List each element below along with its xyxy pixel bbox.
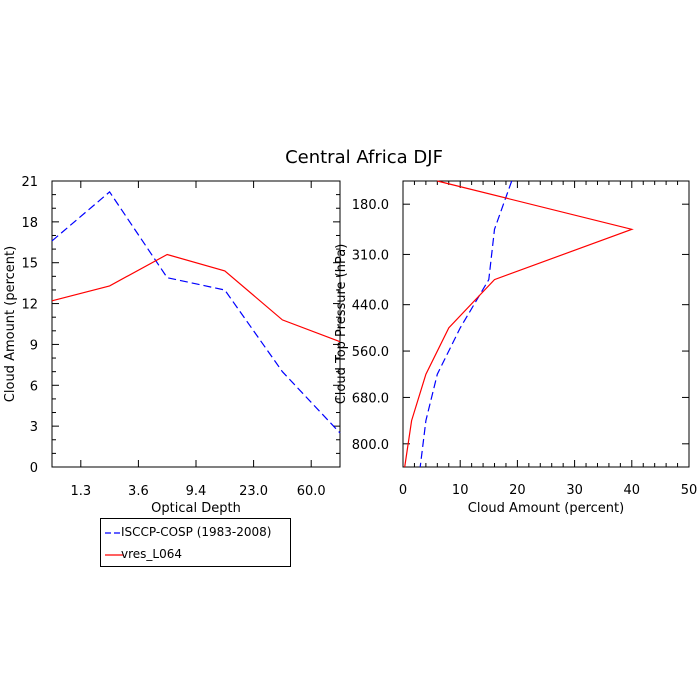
right-x-tick-label: 40 [624,483,641,498]
left-y-tick-label: 3 [30,420,38,435]
chart-title: Central Africa DJF [285,147,443,168]
right-y-tick-label: 180.0 [352,198,389,213]
left-plot-frame [51,180,341,468]
left-x-tick-label: 60.0 [297,484,326,499]
legend-label-model: vres_L064 [121,547,182,561]
left-x-tick-label: 1.3 [70,484,91,499]
right-series-line-solid [404,180,634,468]
left-series-line-dashed [51,191,341,434]
left-y-tick-label: 6 [30,379,38,394]
right-series-line-dashed [419,180,513,468]
left-panel-optical-depth: 0 3 6 9 12 15 18 21 1.3 3.6 9.4 23.0 60.0 Optical Dep… [3,175,341,516]
right-y-tick-label: 310.0 [352,248,389,263]
left-y-tick-label: 18 [21,216,38,231]
legend-line-solid [105,554,123,556]
left-y-tick-label: 12 [21,298,38,313]
left-y-tick-label: 21 [21,175,38,190]
left-y-tick-label: 9 [30,338,38,353]
right-x-axis-label: Cloud Amount (percent) [468,501,624,516]
right-x-tick-label: 0 [399,483,407,498]
right-y-tick-label: 440.0 [352,299,389,314]
left-x-tick-label: 3.6 [128,484,149,499]
right-panel-cloud-top-pressure: 0 10 20 30 40 50 180.0 310.0 440.0 560.0 680.0 800.… [334,180,698,516]
right-x-tick-label: 10 [452,483,469,498]
left-x-axis-label: Optical Depth [151,501,241,516]
legend-line-dashed [105,532,123,534]
right-x-tick-label: 20 [509,483,526,498]
right-plot-frame [402,180,690,468]
left-x-tick-label: 23.0 [239,484,268,499]
legend-item-model: vres_L064 [101,545,290,565]
left-x-tick-label: 9.4 [186,484,207,499]
legend-item-obs: ISCCP-COSP (1983-2008) [101,523,290,543]
right-x-tick-label: 50 [681,483,698,498]
left-y-tick-label: 15 [21,257,38,272]
left-series-line-solid [51,253,341,343]
left-y-axis-label: Cloud Amount (percent) [3,246,18,402]
right-y-axis-label: Cloud Top Pressure (hPa) [334,244,349,405]
right-y-tick-label: 680.0 [352,391,389,406]
right-x-tick-label: 30 [566,483,583,498]
left-y-tick-label: 0 [30,461,38,476]
right-y-tick-label: 560.0 [352,345,389,360]
legend: ISCCP-COSP (1983-2008) vres_L064 [100,518,291,567]
right-y-tick-label: 800.0 [352,438,389,453]
legend-label-obs: ISCCP-COSP (1983-2008) [121,525,272,539]
